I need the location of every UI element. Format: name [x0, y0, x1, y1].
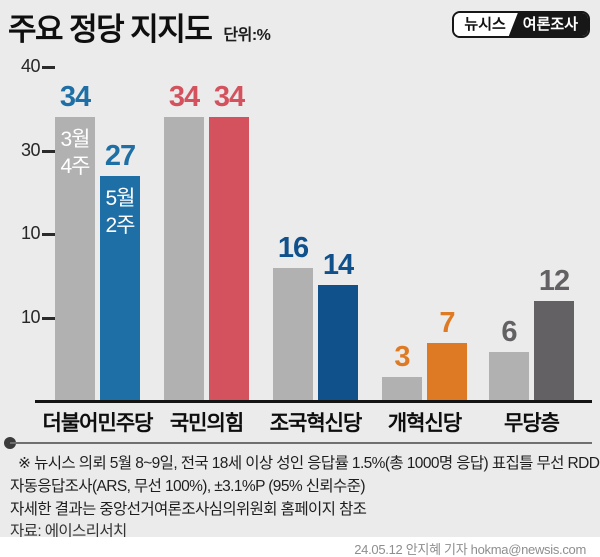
header: 주요 정당 지지도 단위:% [8, 4, 271, 49]
bar-value-series2-2: 14 [322, 248, 354, 281]
bar-value-series1-2: 16 [277, 231, 309, 264]
badge-brand-label: 뉴시스 [454, 13, 513, 36]
bar-value-series2-4: 12 [538, 265, 570, 298]
bar-series2-0 [100, 175, 140, 402]
bar-value-series1-3: 3 [394, 340, 410, 373]
bar-series2-2 [318, 284, 358, 402]
category-label-0: 더불어민주당 [42, 412, 154, 435]
methodology-note-line3: 자세한 결과는 중앙선거여론조사심의위원회 홈페이지 참조 [10, 501, 367, 518]
bar-value-series1-1: 34 [168, 81, 200, 113]
bar-value-series1-0: 34 [59, 81, 91, 113]
credit-strip: 24.05.12 안지혜 기자 hokma@newsis.com [0, 537, 600, 557]
y-tick-label: 10 [20, 223, 41, 244]
methodology-note-line2: 자동응답조사(ARS, 무선 100%), ±3.1%P (95% 신뢰수준) [10, 478, 366, 495]
bar-series1-2 [273, 267, 313, 402]
bar-value-series1-4: 6 [501, 315, 517, 348]
badge-poll-label: 여론조사 [508, 13, 588, 36]
newsis-poll-badge: 뉴시스 여론조사 [452, 11, 590, 38]
bar-series1-0 [55, 117, 95, 402]
footnote-divider-line [10, 442, 592, 444]
y-tick-mark [42, 317, 55, 321]
y-tick-mark [42, 233, 55, 237]
bar-series1-3 [382, 376, 422, 402]
bar-value-series2-3: 7 [439, 307, 455, 340]
y-tick-mark [42, 149, 55, 153]
category-label-2: 조국혁신당 [269, 412, 363, 435]
x-axis-line [35, 400, 592, 403]
y-tick-label: 30 [20, 139, 41, 160]
methodology-note-line1: ※ 뉴시스 의뢰 5월 8~9일, 전국 18세 이상 성인 응답률 1.5%(… [18, 455, 600, 472]
bar-series2-1 [209, 117, 249, 402]
y-tick-label: 40 [20, 55, 41, 76]
bar-series1-1 [164, 117, 204, 402]
bar-series1-4 [489, 351, 529, 402]
bar-period-label-series1: 3월 4주 [60, 128, 91, 179]
bar-period-label-series2: 5월 2주 [105, 186, 136, 237]
bar-value-series2-1: 34 [213, 81, 245, 113]
bar-series2-3 [427, 343, 467, 402]
category-label-1: 국민의힘 [169, 412, 244, 435]
page-title: 주요 정당 지지도 [8, 12, 213, 47]
y-tick-label: 10 [20, 307, 41, 328]
category-label-3: 개혁신당 [387, 412, 462, 435]
y-tick-mark [42, 65, 55, 69]
bar-series2-4 [534, 301, 574, 402]
source-label: 자료: 에이스리서치 [10, 523, 127, 540]
category-label-4: 무당층 [504, 412, 560, 435]
unit-label: 단위:% [223, 27, 271, 44]
byline-credit: 24.05.12 안지혜 기자 hokma@newsis.com [354, 542, 586, 557]
bar-value-series2-0: 27 [104, 139, 136, 172]
